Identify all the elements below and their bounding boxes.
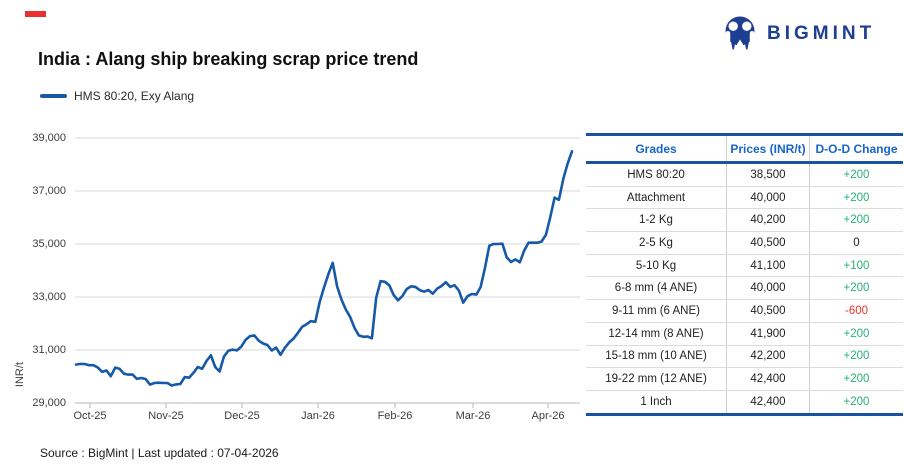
dod-change-cell: +200 — [843, 327, 870, 340]
price-cell: 38,500 — [727, 164, 810, 186]
price-cell: 42,400 — [727, 390, 810, 413]
dod-change-cell: -600 — [844, 304, 869, 317]
table-row: HMS 80:20 38,500 +200 — [586, 164, 903, 187]
header-grades: Grades — [586, 136, 727, 161]
x-tick-label: Feb-26 — [377, 410, 413, 422]
table-row: 5-10 Kg 41,100 +100 — [586, 254, 903, 278]
grade-cell: Attachment — [586, 186, 727, 209]
price-cell: 41,100 — [727, 254, 810, 277]
price-cell: 40,500 — [727, 300, 810, 322]
y-axis-title: INR/t — [14, 362, 26, 388]
y-tick-label: 35,000 — [32, 238, 66, 250]
price-cell: 41,900 — [727, 322, 810, 345]
header-prices: Prices (INR/t) — [727, 136, 810, 161]
price-cell: 40,500 — [727, 232, 810, 254]
grade-cell: 12-14 mm (8 ANE) — [586, 322, 727, 345]
x-tick-label: Mar-26 — [455, 410, 491, 422]
dod-change-cell: +200 — [843, 168, 870, 181]
price-cell: 40,000 — [727, 277, 810, 300]
bigmint-logo-text: BIGMINT — [767, 23, 876, 44]
x-tick-label: Oct-25 — [73, 410, 107, 422]
grade-cell: 6-8 mm (4 ANE) — [586, 277, 727, 300]
dod-change-cell: +200 — [843, 395, 870, 408]
table-row: Attachment 40,000 +200 — [586, 186, 903, 210]
bigmint-logo-icon — [725, 16, 755, 51]
dod-change-cell: +200 — [843, 282, 870, 295]
chart-legend: HMS 80:20, Exy Alang — [40, 88, 194, 104]
x-tick-label: Dec-25 — [224, 410, 260, 422]
x-tick-label: Nov-25 — [148, 410, 184, 422]
table-row: 1 Inch 42,400 +200 — [586, 390, 903, 413]
x-tick-label: Apr-26 — [531, 410, 565, 422]
red-dash-marker — [25, 11, 46, 17]
grade-cell: 1 Inch — [586, 390, 727, 413]
table-row: 9-11 mm (6 ANE) 40,500 -600 — [586, 300, 903, 323]
line-chart-canvas — [74, 137, 580, 408]
grade-cell: 2-5 Kg — [586, 232, 727, 254]
price-table-body: HMS 80:20 38,500 +200 Attachment 40,000 +200 1… — [586, 164, 903, 413]
bigmint-logo: BIGMINT — [718, 14, 898, 56]
dod-change-cell: +100 — [843, 259, 870, 272]
source-note: Source : BigMint | Last updated : 07-04-… — [40, 446, 279, 460]
grade-cell: 15-18 mm (10 ANE) — [586, 345, 727, 368]
x-tick-label: Jan-26 — [301, 410, 335, 422]
grade-cell: 19-22 mm (12 ANE) — [586, 368, 727, 390]
table-row: 12-14 mm (8 ANE) 41,900 +200 — [586, 322, 903, 346]
price-trend-chart: 29,000 31,000 33,000 35,000 37,000 39,000 INR… — [0, 110, 600, 440]
header-dod-change: D-O-D Change — [815, 141, 898, 156]
legend-line-swatch — [40, 94, 67, 98]
legend-series-label: HMS 80:20, Exy Alang — [74, 89, 195, 103]
price-cell: 40,000 — [727, 186, 810, 209]
dod-change-cell: 0 — [853, 236, 860, 249]
price-cell: 42,200 — [727, 345, 810, 368]
table-row: 19-22 mm (12 ANE) 42,400 +200 — [586, 368, 903, 391]
grade-cell: HMS 80:20 — [586, 164, 727, 186]
y-tick-label: 31,000 — [32, 344, 66, 356]
dod-change-cell: +200 — [843, 191, 870, 204]
y-tick-label: 29,000 — [32, 397, 66, 409]
dod-change-cell: +200 — [843, 373, 870, 386]
price-table: Grades Prices (INR/t) D-O-D Change HMS 8… — [586, 133, 903, 416]
y-tick-label: 33,000 — [32, 291, 66, 303]
grade-cell: 1-2 Kg — [586, 209, 727, 232]
grade-cell: 5-10 Kg — [586, 254, 727, 277]
page-title: India : Alang ship breaking scrap price … — [38, 49, 419, 69]
table-row: 1-2 Kg 40,200 +200 — [586, 209, 903, 233]
table-row: 6-8 mm (4 ANE) 40,000 +200 — [586, 277, 903, 301]
price-cell: 40,200 — [727, 209, 810, 232]
table-row: 15-18 mm (10 ANE) 42,200 +200 — [586, 345, 903, 369]
price-table-header-row: Grades Prices (INR/t) D-O-D Change — [586, 136, 903, 164]
table-row: 2-5 Kg 40,500 0 — [586, 232, 903, 255]
y-tick-label: 39,000 — [32, 132, 66, 144]
dod-change-cell: +200 — [843, 350, 870, 363]
dod-change-cell: +200 — [843, 214, 870, 227]
price-cell: 42,400 — [727, 368, 810, 390]
grade-cell: 9-11 mm (6 ANE) — [586, 300, 727, 322]
y-tick-label: 37,000 — [32, 185, 66, 197]
